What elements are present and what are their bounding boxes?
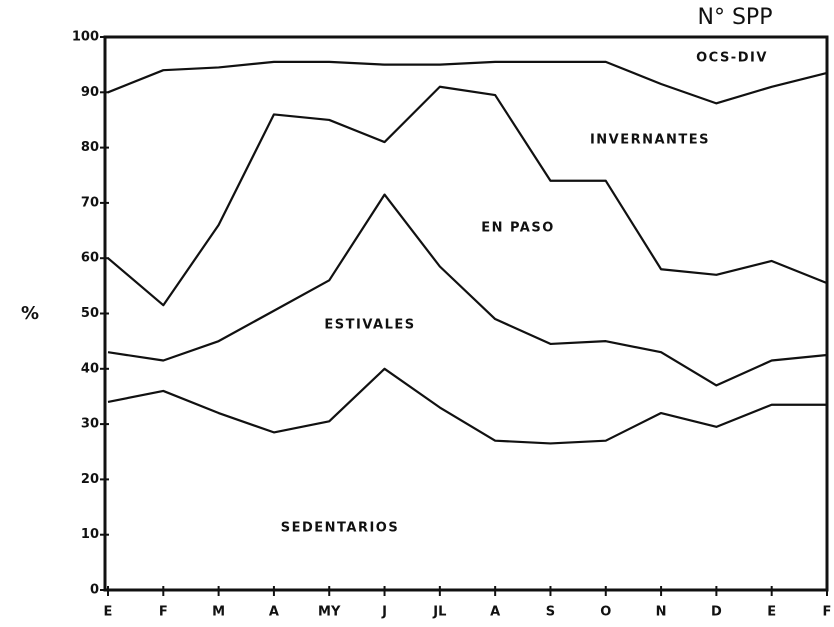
y-tick-label: 40 bbox=[81, 361, 99, 376]
y-tick-label: 30 bbox=[81, 417, 99, 432]
y-tick-label: 10 bbox=[81, 527, 99, 542]
series-line bbox=[107, 193, 828, 387]
x-tick-label: E bbox=[104, 605, 113, 620]
y-tick-label: 20 bbox=[81, 472, 99, 487]
y-tick-label: 90 bbox=[81, 85, 99, 100]
series-label: INVERNANTES bbox=[590, 133, 710, 148]
x-tick-label: F bbox=[823, 605, 832, 620]
y-tick-label: 80 bbox=[81, 140, 99, 155]
series-line bbox=[107, 85, 828, 307]
y-tick-label: 60 bbox=[81, 251, 99, 266]
series-line bbox=[107, 367, 827, 445]
series-label: EN PASO bbox=[481, 221, 555, 236]
x-tick-label: J bbox=[381, 605, 387, 620]
x-tick-label: M bbox=[212, 605, 225, 620]
series-line bbox=[107, 60, 828, 105]
y-axis-label: % bbox=[21, 303, 39, 324]
x-tick-label: O bbox=[600, 605, 611, 620]
y-tick-label: 100 bbox=[72, 30, 99, 45]
x-tick-label: S bbox=[546, 605, 555, 620]
x-tick-label: A bbox=[490, 605, 500, 620]
plot-frame bbox=[103, 35, 829, 592]
x-tick-label: JL bbox=[432, 605, 446, 620]
series-label: SEDENTARIOS bbox=[281, 521, 399, 536]
series-label: OCS-DIV bbox=[696, 51, 768, 66]
y-tick-label: 0 bbox=[90, 583, 99, 598]
x-tick-label: N bbox=[656, 605, 667, 620]
x-tick-label: A bbox=[269, 605, 279, 620]
y-tick-label: 50 bbox=[81, 306, 99, 321]
x-tick-label: MY bbox=[318, 605, 341, 620]
x-tick-label: E bbox=[767, 605, 776, 620]
chart-title: N° SPP bbox=[698, 5, 773, 30]
x-tick-label: D bbox=[711, 605, 722, 620]
series-label: ESTIVALES bbox=[324, 318, 415, 333]
x-tick-label: F bbox=[159, 605, 168, 620]
y-tick-label: 70 bbox=[81, 195, 99, 210]
